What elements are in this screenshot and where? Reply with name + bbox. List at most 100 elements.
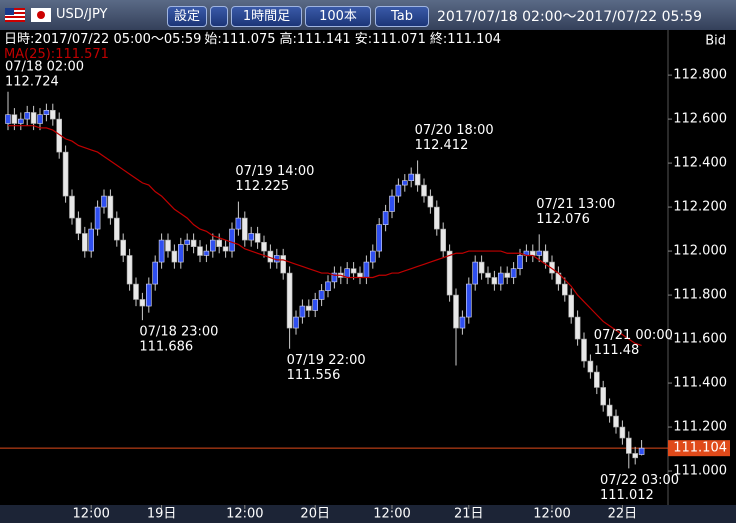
- annotation-time: 07/18 02:00: [5, 60, 84, 75]
- candle-body: [440, 228, 447, 252]
- tab-button[interactable]: Tab: [375, 6, 429, 27]
- candle-body: [197, 246, 203, 256]
- info-value: 111.141: [297, 32, 351, 47]
- candle-body: [497, 272, 504, 285]
- candle-body: [619, 426, 626, 439]
- candle-body: [363, 261, 370, 278]
- x-tick-label: 19日: [147, 507, 177, 522]
- y-tick-label: 111.600: [673, 332, 727, 347]
- candle-body: [568, 294, 575, 318]
- annotation-time: 07/22 03:00: [600, 473, 679, 488]
- candle-body: [114, 217, 120, 241]
- candle-body: [190, 239, 197, 247]
- candle-body: [593, 371, 600, 388]
- candle-body: [344, 268, 351, 278]
- candle-body: [69, 195, 75, 219]
- annotation-time: 07/19 14:00: [235, 164, 314, 179]
- y-tick-label: 111.200: [673, 420, 727, 435]
- y-tick-label: 112.400: [673, 156, 727, 171]
- count-button[interactable]: 100本: [305, 6, 371, 27]
- candle-body: [158, 239, 165, 263]
- candle-body: [146, 283, 152, 307]
- candle-body: [235, 217, 242, 230]
- candle-body: [107, 195, 114, 219]
- candle-body: [625, 437, 632, 454]
- candle-body: [478, 261, 485, 274]
- info-label: 始:: [204, 32, 221, 47]
- candle-body: [75, 217, 82, 234]
- candle-body: [491, 277, 498, 285]
- candle-body: [94, 206, 101, 230]
- date-range: 2017/07/18 02:00～2017/07/22 05:59: [437, 9, 702, 25]
- x-tick-label: 21日: [454, 507, 484, 522]
- ma-line: [8, 125, 642, 347]
- candle-body: [408, 173, 415, 181]
- candle-body: [120, 239, 126, 256]
- candle-body: [561, 283, 568, 296]
- candle-body: [248, 233, 254, 241]
- candle-body: [24, 112, 31, 120]
- info-label: 高:: [280, 31, 297, 47]
- x-tick-label: 20日: [300, 507, 330, 522]
- y-tick-label: 112.600: [673, 112, 727, 127]
- annotation-value: 112.225: [235, 179, 289, 194]
- annotation-time: 07/21 00:00: [594, 328, 673, 343]
- candle-body: [542, 250, 549, 263]
- candle-body: [357, 272, 363, 278]
- candle-body: [504, 272, 511, 278]
- candle-body: [5, 114, 11, 124]
- candle-body: [88, 228, 94, 252]
- y-tick-label: 112.000: [673, 244, 727, 259]
- candle-body: [382, 211, 389, 225]
- annotation-time: 07/20 18:00: [415, 123, 494, 138]
- candle-body: [17, 118, 24, 124]
- candle-body: [312, 299, 319, 311]
- candle-body: [485, 272, 491, 278]
- annotation-value: 112.412: [415, 138, 469, 153]
- candle-body: [600, 387, 607, 406]
- candle-body: [376, 224, 383, 252]
- candle-body: [203, 250, 210, 256]
- annotation-value: 111.48: [594, 343, 640, 358]
- candle-body: [242, 217, 248, 241]
- y-tick-label: 111.800: [673, 288, 727, 303]
- candle-body: [82, 233, 88, 252]
- annotation-value: 111.012: [600, 488, 654, 503]
- candle-body: [369, 250, 376, 263]
- price-side: Bid: [705, 34, 726, 49]
- candle-body: [587, 360, 594, 373]
- annotation-time: 07/18 23:00: [139, 325, 218, 340]
- info-datetime: 日時:2017/07/22 05:00～05:59: [4, 32, 201, 47]
- candle-body: [30, 112, 37, 124]
- candle-body: [517, 255, 523, 269]
- candle-body: [574, 316, 581, 340]
- candle-body: [299, 305, 306, 318]
- annotation-time: 07/19 22:00: [287, 353, 366, 368]
- info-value: 111.075: [222, 32, 276, 47]
- x-tick-label: 12:00: [373, 507, 410, 522]
- info-value: 111.104: [447, 32, 501, 47]
- candle-body: [261, 241, 267, 252]
- ma-label: MA(25):111.571: [4, 47, 109, 62]
- info-label: 終:: [430, 31, 447, 47]
- timeframe-button[interactable]: 1時間足: [231, 6, 302, 27]
- candle-body: [427, 195, 434, 208]
- icon-button[interactable]: [210, 6, 228, 27]
- flags: [5, 8, 51, 22]
- candle-body: [171, 250, 178, 263]
- candle-body: [613, 415, 619, 428]
- candle-body: [465, 283, 472, 318]
- ma-label-value: 111.571: [55, 47, 109, 62]
- candle-body: [529, 250, 536, 256]
- candle-body: [389, 195, 395, 212]
- candle-body: [421, 184, 427, 197]
- candle-body: [229, 228, 235, 252]
- candle-body: [165, 239, 171, 252]
- annotation-time: 07/21 13:00: [536, 197, 615, 212]
- candle-body: [11, 114, 18, 124]
- settings-button[interactable]: 設定: [167, 6, 207, 27]
- candle-body: [133, 283, 139, 300]
- candle-body: [331, 272, 338, 283]
- candle-body: [178, 244, 184, 263]
